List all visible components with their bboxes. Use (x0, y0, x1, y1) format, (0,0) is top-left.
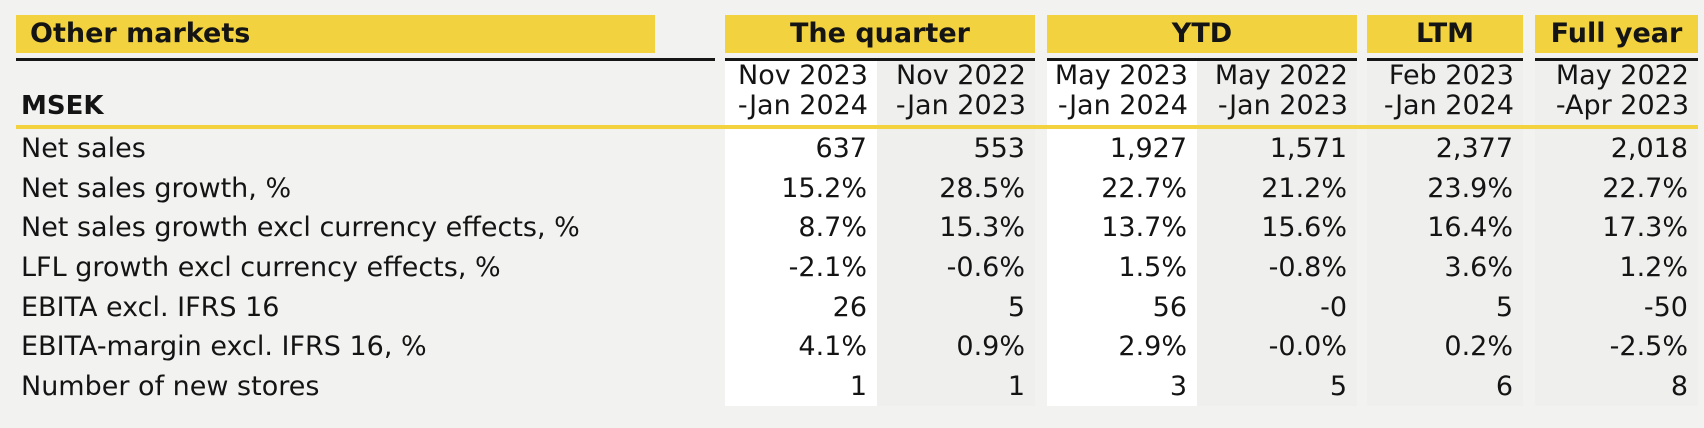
row-label: Net sales growth, % (21, 172, 292, 204)
cell-value: -2.5% (1609, 331, 1688, 363)
row-label: LFL growth excl currency effects, % (21, 252, 501, 284)
cell-value: 4.1% (798, 331, 867, 363)
cell-value: -2.1% (788, 252, 867, 284)
cell-value: 1,927 (1109, 133, 1187, 164)
group-header-full-year: Full year (1535, 15, 1698, 53)
row-label: Net sales (21, 133, 146, 164)
period-header-q-current: Nov 2023 -Jan 2024 (725, 61, 877, 121)
cell-value: 21.2% (1261, 172, 1347, 204)
period-line2: -Jan 2024 (1383, 90, 1514, 121)
period-header-full-year: May 2022 -Apr 2023 (1535, 61, 1698, 121)
cell-value: 15.3% (939, 212, 1025, 244)
period-line1: May 2022 (1214, 60, 1348, 91)
cell-value: 5 (1329, 371, 1347, 403)
ytd-underline (1047, 53, 1357, 61)
cell-value: -0 (1320, 291, 1347, 323)
ltm-group-band (1367, 61, 1523, 406)
cell-value: 13.7% (1101, 212, 1187, 244)
row-label: EBITA excl. IFRS 16 (21, 291, 280, 323)
cell-value: -50 (1643, 291, 1688, 323)
cell-value: 6 (1495, 371, 1513, 403)
title-underline (16, 53, 715, 61)
period-header-q-prior: Nov 2022 -Jan 2023 (877, 61, 1035, 121)
row-label: Number of new stores (21, 371, 320, 403)
cell-value: 3 (1169, 371, 1187, 403)
cell-value: 5 (1495, 291, 1513, 323)
row-label: Net sales growth excl currency effects, … (21, 212, 580, 244)
cell-value: 26 (832, 291, 867, 323)
period-line2: -Jan 2023 (895, 90, 1026, 121)
cell-value: 1 (1007, 371, 1025, 403)
period-line2: -Jan 2024 (1057, 90, 1188, 121)
cell-value: 2,377 (1435, 133, 1513, 164)
cell-value: 28.5% (939, 172, 1025, 204)
period-line2: -Apr 2023 (1555, 90, 1689, 121)
period-line1: Nov 2023 (738, 60, 868, 91)
cell-value: 23.9% (1427, 172, 1513, 204)
cell-value: -0.6% (946, 252, 1025, 284)
cell-value: 1 (849, 371, 867, 403)
cell-value: 8.7% (798, 212, 867, 244)
cell-value: 15.6% (1261, 212, 1347, 244)
cell-value: 553 (973, 133, 1025, 164)
cell-value: 17.3% (1602, 212, 1688, 244)
cell-value: 3.6% (1444, 252, 1513, 284)
period-header-ltm: Feb 2023 -Jan 2024 (1367, 61, 1523, 121)
cell-value: 0.2% (1444, 331, 1513, 363)
table-title: Other markets (16, 15, 655, 53)
full-year-group-band (1535, 61, 1698, 406)
ltm-underline (1367, 53, 1523, 61)
period-line1: Nov 2022 (896, 60, 1026, 91)
cell-value: 16.4% (1427, 212, 1513, 244)
cell-value: 1.5% (1118, 252, 1187, 284)
period-line1: Feb 2023 (1388, 60, 1514, 91)
group-header-the-quarter: The quarter (725, 15, 1035, 53)
period-line1: May 2022 (1555, 60, 1689, 91)
cell-value: 8 (1670, 371, 1688, 403)
quarter-underline (725, 53, 1035, 61)
quarter-current-column-highlight (725, 61, 877, 406)
cell-value: -0.0% (1268, 331, 1347, 363)
cell-value: 5 (1007, 291, 1025, 323)
cell-value: 2,018 (1610, 133, 1688, 164)
group-header-ltm: LTM (1367, 15, 1523, 53)
period-header-ytd-prior: May 2022 -Jan 2023 (1197, 61, 1357, 121)
header-separator-rule (16, 121, 1698, 129)
table-title-cell: Other markets (16, 15, 715, 53)
ytd-current-column-highlight (1047, 61, 1197, 406)
cell-value: 56 (1152, 291, 1187, 323)
cell-value: 15.2% (781, 172, 867, 204)
group-header-ytd: YTD (1047, 15, 1357, 53)
cell-value: 22.7% (1101, 172, 1187, 204)
cell-value: 1,571 (1269, 133, 1347, 164)
cell-value: -0.8% (1268, 252, 1347, 284)
period-line2: -Jan 2023 (1217, 90, 1348, 121)
unit-label: MSEK (21, 91, 104, 121)
cell-value: 2.9% (1118, 331, 1187, 363)
cell-value: 0.9% (956, 331, 1025, 363)
row-label: EBITA-margin excl. IFRS 16, % (21, 331, 427, 363)
period-line2: -Jan 2024 (737, 90, 868, 121)
cell-value: 637 (815, 133, 867, 164)
period-header-ytd-current: May 2023 -Jan 2024 (1047, 61, 1197, 121)
cell-value: 1.2% (1619, 252, 1688, 284)
table-grid: Other markets The quarter YTD LTM Full y… (16, 15, 1698, 407)
cell-value: 22.7% (1602, 172, 1688, 204)
full-year-underline (1535, 53, 1698, 61)
period-line1: May 2023 (1054, 60, 1188, 91)
